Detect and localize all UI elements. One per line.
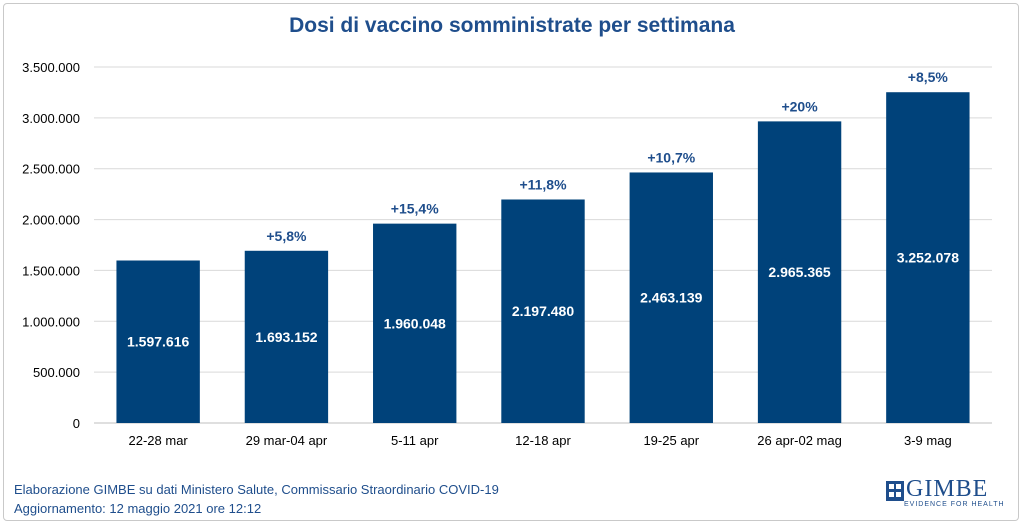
footer: Elaborazione GIMBE su dati Ministero Sal… <box>14 480 499 518</box>
y-tick-label: 2.000.000 <box>22 213 80 228</box>
x-tick-label: 3-9 mag <box>904 433 952 448</box>
y-tick-label: 500.000 <box>33 365 80 380</box>
bar-change-label: +11,8% <box>519 176 567 192</box>
bar-value-label: 2.965.365 <box>768 264 830 280</box>
bar <box>116 260 200 423</box>
bar-change-label: +10,7% <box>647 149 695 165</box>
bar-value-label: 1.597.616 <box>127 334 189 350</box>
bar <box>629 172 713 423</box>
y-tick-label: 1.000.000 <box>22 314 80 329</box>
bar <box>244 250 329 423</box>
y-tick-label: 1.500.000 <box>22 263 80 278</box>
bar <box>501 199 585 423</box>
x-tick-label: 29 mar-04 apr <box>246 433 328 448</box>
bar-change-label: +8,5% <box>908 69 949 85</box>
gimbe-logo-tagline: EVIDENCE FOR HEALTH <box>904 501 1005 508</box>
gimbe-logo: GIMBE EVIDENCE FOR HEALTH <box>884 476 1004 512</box>
y-tick-label: 3.500.000 <box>22 60 80 75</box>
bar <box>886 92 970 423</box>
bar-value-label: 2.197.480 <box>512 303 574 319</box>
x-tick-label: 12-18 apr <box>515 433 571 448</box>
bar-change-label: +15,4% <box>391 201 439 217</box>
bar-value-label: 1.693.152 <box>255 329 317 345</box>
x-tick-label: 5-11 apr <box>391 433 439 448</box>
bar-value-label: 3.252.078 <box>897 250 959 266</box>
y-tick-label: 0 <box>73 416 80 431</box>
y-tick-label: 3.000.000 <box>22 111 80 126</box>
bar-change-label: +5,8% <box>266 228 307 244</box>
gimbe-logo-name: GIMBE <box>906 476 989 502</box>
y-tick-label: 2.500.000 <box>22 162 80 177</box>
bar-value-label: 1.960.048 <box>384 315 446 331</box>
bar <box>373 223 457 423</box>
bar-change-label: +20% <box>781 98 818 114</box>
footer-updated: Aggiornamento: 12 maggio 2021 ore 12:12 <box>14 501 262 516</box>
bar <box>757 121 842 424</box>
x-tick-label: 26 apr-02 mag <box>757 433 842 448</box>
x-tick-label: 19-25 apr <box>643 433 699 448</box>
footer-source: Elaborazione GIMBE su dati Ministero Sal… <box>14 482 499 497</box>
chart-title: Dosi di vaccino somministrate per settim… <box>289 14 735 37</box>
x-tick-label: 22-28 mar <box>129 433 189 448</box>
bar-value-label: 2.463.139 <box>640 290 702 306</box>
gimbe-logo-icon <box>886 481 904 501</box>
